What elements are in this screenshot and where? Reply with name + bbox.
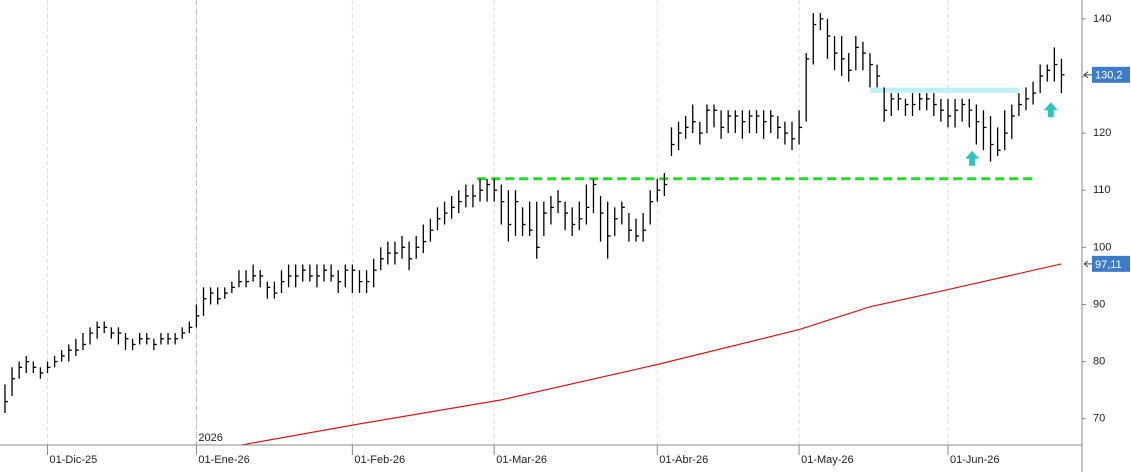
x-tick-label: 01-May-26 <box>801 454 854 466</box>
price-tag-pointer <box>1083 71 1092 79</box>
axes: 70809010011012013014001-Dic-2501-Ene-260… <box>47 13 1130 466</box>
price-tag <box>1092 255 1130 272</box>
y-tick-label: 110 <box>1093 184 1111 196</box>
x-tick-label: 01-Abr-26 <box>659 454 708 466</box>
y-tick-label: 120 <box>1093 127 1111 139</box>
x-tick-label: 01-Feb-26 <box>354 454 405 466</box>
price-tag <box>1092 66 1130 83</box>
plot-area <box>4 13 1065 445</box>
x-tick-label: 01-Jun-26 <box>950 454 1000 466</box>
x-tick-label: 01-Ene-26 <box>198 454 249 466</box>
price-tag-label: 97,11 <box>1095 259 1122 271</box>
price-tag-label: 130,2 <box>1095 70 1123 82</box>
y-tick-label: 90 <box>1093 298 1105 310</box>
moving-average <box>238 263 1062 445</box>
year-label: 2026 <box>198 432 222 444</box>
price-tag-pointer <box>1083 260 1092 268</box>
y-tick-label: 100 <box>1093 241 1111 253</box>
y-tick-label: 140 <box>1093 13 1111 25</box>
x-tick-label: 01-Mar-26 <box>496 454 547 466</box>
y-tick-label: 70 <box>1093 413 1105 425</box>
up-arrow <box>1043 102 1058 118</box>
x-tick-label: 01-Dic-25 <box>50 454 98 466</box>
y-tick-label: 80 <box>1093 356 1105 368</box>
grid <box>47 0 949 445</box>
up-arrow <box>965 150 980 166</box>
